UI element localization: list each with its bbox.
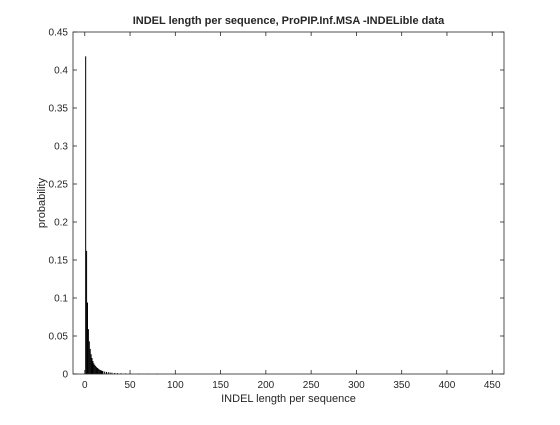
bar	[94, 364, 96, 374]
bar	[95, 366, 97, 374]
x-axis-ticks: 0 50 100 150 200 250 300 350 400 450	[82, 32, 501, 391]
bar	[90, 354, 92, 374]
y-tick-label: 0.15	[49, 256, 69, 267]
y-tick-label: 0.4	[54, 66, 68, 77]
y-tick-label: 0	[62, 370, 68, 381]
bar	[100, 370, 102, 374]
x-tick-label: 0	[82, 380, 88, 391]
axes-frame	[72, 31, 505, 375]
x-tick-label: 250	[303, 380, 320, 391]
x-axis-label: INDEL length per sequence	[221, 393, 356, 405]
y-tick-label: 0.1	[54, 294, 68, 305]
bar	[91, 358, 93, 374]
bar	[104, 371, 106, 374]
plot-area	[73, 32, 504, 374]
y-tick-label: 0.45	[49, 28, 69, 39]
y-tick-label: 0.3	[54, 142, 68, 153]
bar	[99, 369, 101, 374]
bar	[89, 348, 91, 374]
bar	[97, 368, 99, 374]
x-tick-label: 300	[348, 380, 365, 391]
bar	[114, 372, 116, 374]
x-tick-label: 150	[212, 380, 229, 391]
bar	[101, 370, 103, 374]
bar	[107, 372, 109, 374]
x-tick-label: 200	[258, 380, 275, 391]
x-tick-label: 100	[167, 380, 184, 391]
bar	[87, 329, 89, 374]
x-tick-label: 400	[439, 380, 456, 391]
y-tick-label: 0.05	[49, 332, 69, 343]
bar	[88, 341, 90, 374]
y-axis-label: probability	[36, 177, 48, 228]
bar	[96, 367, 98, 374]
y-tick-label: 0.25	[49, 180, 69, 191]
bar	[93, 363, 95, 374]
bar	[102, 371, 104, 374]
y-axis-ticks: 0 0.05 0.1 0.15 0.2 0.25 0.3 0.35 0.4 0.45	[49, 28, 504, 381]
chart-title: INDEL length per sequence, ProPIP.Inf.MS…	[133, 15, 445, 27]
bar	[92, 361, 94, 374]
bar	[96, 367, 98, 374]
bar	[111, 372, 113, 374]
x-tick-label: 450	[484, 380, 501, 391]
x-tick-label: 350	[393, 380, 410, 391]
y-tick-label: 0.35	[49, 104, 69, 115]
bar	[98, 369, 100, 374]
bar	[106, 371, 108, 374]
y-tick-label: 0.2	[54, 218, 68, 229]
bar	[85, 56, 87, 374]
bar	[86, 250, 88, 374]
bar	[109, 372, 111, 374]
x-tick-label: 50	[124, 380, 136, 391]
bar	[86, 302, 88, 374]
bar	[116, 373, 118, 374]
